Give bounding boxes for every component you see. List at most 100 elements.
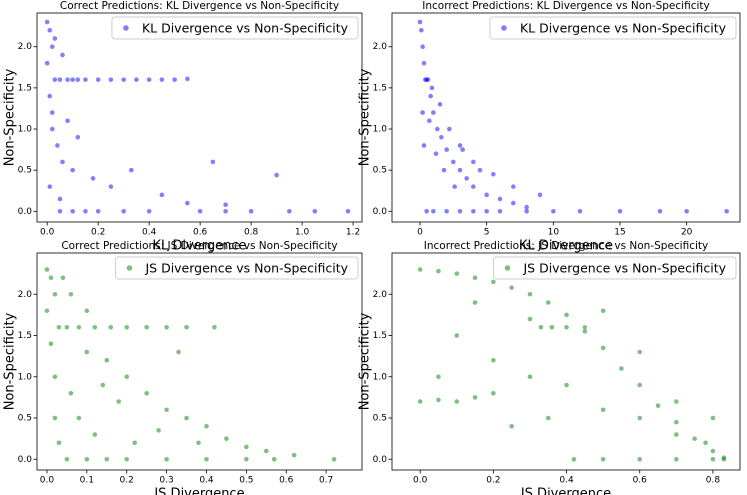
point xyxy=(60,52,65,58)
point xyxy=(491,357,496,363)
point xyxy=(274,172,279,178)
point xyxy=(436,268,441,274)
legend-marker xyxy=(504,265,511,271)
point xyxy=(244,444,249,450)
point xyxy=(564,324,569,330)
point xyxy=(527,374,533,380)
point xyxy=(104,456,110,462)
x-tick-label: 0.4 xyxy=(559,476,574,486)
point xyxy=(44,308,50,314)
point xyxy=(674,432,679,437)
panel-title: Correct Predictions: KL Divergence vs No… xyxy=(60,0,339,12)
point xyxy=(420,110,425,115)
point xyxy=(433,151,439,157)
point xyxy=(524,209,529,214)
point xyxy=(224,436,229,441)
x-tick-label: 0.4 xyxy=(142,228,157,238)
point xyxy=(454,399,460,404)
point xyxy=(47,27,53,33)
y-tick-label: 1.5 xyxy=(373,331,387,341)
x-tick-label: 0 xyxy=(417,228,423,238)
point xyxy=(52,291,58,297)
point xyxy=(538,324,544,330)
legend-box xyxy=(492,256,737,280)
point xyxy=(684,209,689,214)
legend-box xyxy=(111,16,359,40)
point xyxy=(444,209,449,214)
axes-frame xyxy=(391,252,741,471)
x-tick-label: 0.8 xyxy=(706,476,721,486)
point xyxy=(427,118,432,124)
point xyxy=(92,432,98,437)
point xyxy=(164,407,169,413)
point xyxy=(617,209,623,214)
legend: KL Divergence vs Non-Specificity xyxy=(489,16,737,40)
point xyxy=(75,77,81,82)
point xyxy=(477,167,483,173)
panel-title: Incorrect Predictions: KL Divergence vs … xyxy=(422,0,709,12)
point xyxy=(491,279,496,285)
point xyxy=(600,308,606,314)
point xyxy=(129,167,134,173)
x-tick-label: 0.4 xyxy=(199,476,214,486)
point xyxy=(52,77,58,82)
x-tick-label: 0.0 xyxy=(413,476,428,486)
point xyxy=(444,147,449,152)
y-tick-label: 0.0 xyxy=(373,207,388,217)
point xyxy=(64,324,70,330)
legend-label: JS Divergence vs Non-Specificity xyxy=(144,261,348,276)
x-tick-label: 0.2 xyxy=(91,228,105,238)
point xyxy=(710,456,716,462)
point xyxy=(172,77,177,82)
point xyxy=(244,456,249,462)
x-tick-label: 0.8 xyxy=(244,228,259,238)
legend-marker xyxy=(123,25,129,31)
x-tick-label: 1.2 xyxy=(346,228,360,238)
x-axis-label: KL Divergence xyxy=(519,239,613,254)
x-axis-label: JS Divergence xyxy=(520,487,611,495)
y-tick-label: 1.5 xyxy=(18,331,32,341)
point xyxy=(52,36,58,41)
point xyxy=(47,93,53,99)
point xyxy=(159,77,165,82)
legend-label: KL Divergence vs Non-Specificity xyxy=(520,21,727,36)
legend: JS Divergence vs Non-Specificity xyxy=(492,256,737,280)
x-axis-label: JS Divergence xyxy=(153,487,244,495)
point xyxy=(564,382,569,388)
point xyxy=(425,77,431,82)
point xyxy=(577,209,583,214)
point xyxy=(212,324,217,330)
legend: JS Divergence vs Non-Specificity xyxy=(114,256,359,280)
point xyxy=(146,77,152,82)
point xyxy=(52,415,58,421)
point xyxy=(95,77,101,82)
point xyxy=(159,192,165,198)
x-tick-label: 0.0 xyxy=(40,228,55,238)
point xyxy=(537,192,543,198)
x-tick-label: 0.0 xyxy=(40,476,55,486)
y-tick-label: 2.0 xyxy=(373,42,388,52)
point xyxy=(331,456,337,462)
point xyxy=(132,440,137,446)
x-tick-label: 10 xyxy=(548,228,560,238)
point xyxy=(431,110,436,115)
legend-label: KL Divergence vs Non-Specificity xyxy=(142,21,349,36)
point xyxy=(124,374,130,380)
point xyxy=(417,19,423,25)
legend-box xyxy=(489,16,737,40)
point xyxy=(263,448,269,454)
x-tick-label: 0.6 xyxy=(193,228,208,238)
point xyxy=(68,291,74,297)
point xyxy=(424,209,429,214)
point xyxy=(184,324,189,330)
point xyxy=(491,171,496,177)
point xyxy=(60,275,66,281)
point xyxy=(655,403,661,408)
point xyxy=(511,200,516,206)
point xyxy=(223,202,228,208)
point xyxy=(421,143,427,148)
y-tick-label: 0.0 xyxy=(18,207,33,217)
point xyxy=(452,184,457,189)
point xyxy=(108,184,114,189)
